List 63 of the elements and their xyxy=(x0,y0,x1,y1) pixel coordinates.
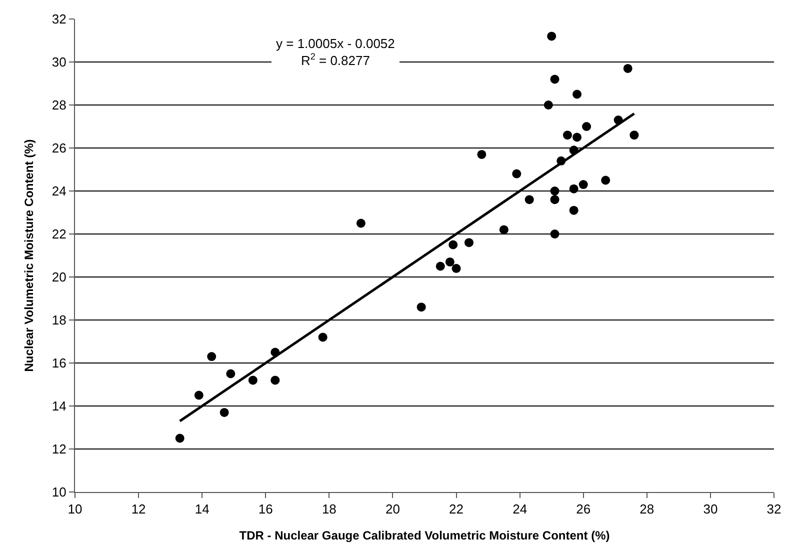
point xyxy=(569,184,578,194)
y-tick-label: 10 xyxy=(52,484,66,500)
point xyxy=(562,130,572,140)
annotation: y = 1.0005x - 0.0052 xyxy=(276,36,395,51)
y-tick-label: 12 xyxy=(52,442,66,457)
y-tick-label: 22 xyxy=(52,226,66,242)
y-axis-title: Nuclear Volumetric Moisture Content (%) xyxy=(22,139,36,372)
point xyxy=(572,90,582,99)
point xyxy=(550,186,560,196)
point xyxy=(175,434,184,443)
point xyxy=(512,169,522,178)
point xyxy=(578,180,588,190)
x-tick-label: 12 xyxy=(131,502,146,517)
point xyxy=(477,150,486,159)
point xyxy=(630,130,639,140)
point xyxy=(356,218,366,228)
point xyxy=(550,74,560,84)
point xyxy=(524,195,534,204)
point xyxy=(220,408,229,417)
point xyxy=(445,257,454,266)
point xyxy=(623,64,632,73)
point xyxy=(194,390,204,400)
y-tick-label: 30 xyxy=(52,54,66,70)
point xyxy=(464,238,474,248)
x-tick-label: 16 xyxy=(258,502,273,517)
y-tick-label: 32 xyxy=(52,12,66,27)
point xyxy=(601,176,610,185)
point xyxy=(448,240,458,250)
point xyxy=(226,369,236,378)
x-tick-label: 22 xyxy=(449,502,464,517)
point xyxy=(207,352,216,362)
y-tick-label: 18 xyxy=(52,312,66,328)
x-tick-label: 20 xyxy=(385,502,400,517)
point xyxy=(499,225,508,234)
y-tick-label: 28 xyxy=(52,98,66,113)
point xyxy=(544,100,553,110)
x-axis-title: TDR - Nuclear Gauge Calibrated Volumetric Moisture Content (%) xyxy=(239,528,610,542)
point xyxy=(572,132,582,142)
point xyxy=(436,262,445,271)
y-tick-label: 26 xyxy=(52,140,66,156)
y-tick-label: 24 xyxy=(52,184,66,199)
x-tick-label: 10 xyxy=(68,502,82,517)
point xyxy=(318,332,328,342)
x-tick-label: 18 xyxy=(322,502,336,517)
point xyxy=(550,230,560,238)
point xyxy=(416,302,426,312)
x-tick-label: 24 xyxy=(512,502,528,517)
point xyxy=(248,376,258,385)
x-tick-label: 28 xyxy=(640,502,654,517)
point xyxy=(569,206,578,215)
x-tick-label: 30 xyxy=(703,502,718,517)
y-tick-label: 20 xyxy=(52,270,66,285)
y-tick-label: 16 xyxy=(52,356,66,371)
point xyxy=(270,376,280,385)
point xyxy=(452,264,461,273)
point xyxy=(582,122,592,131)
point xyxy=(547,32,556,41)
annotation: R$^{2}$ = 0.8277 xyxy=(300,51,370,68)
x-tick-label: 26 xyxy=(576,502,591,517)
x-tick-label: 14 xyxy=(194,502,210,517)
y-tick-label: 14 xyxy=(52,398,66,414)
x-tick-label: 32 xyxy=(766,502,782,517)
point xyxy=(550,195,560,204)
